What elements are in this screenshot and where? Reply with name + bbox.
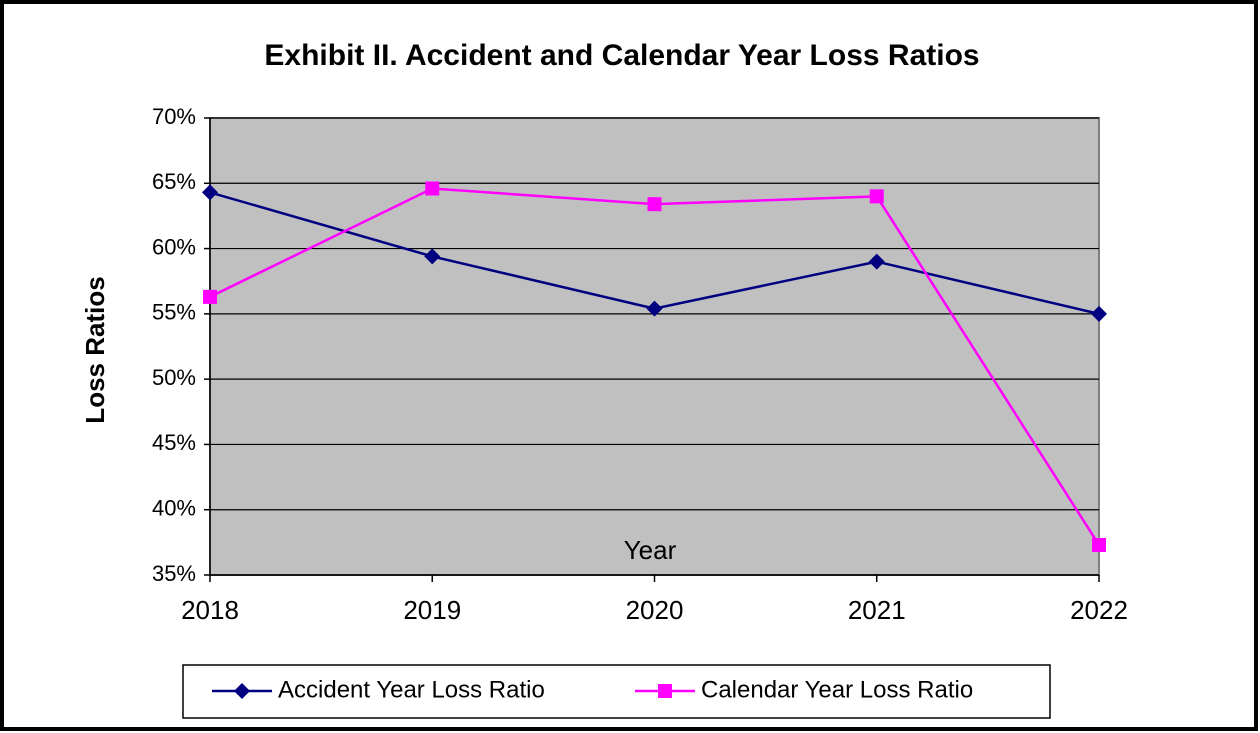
marker (647, 197, 662, 212)
x-tick-label: 2022 (1070, 595, 1128, 625)
marker (658, 684, 672, 698)
x-tick-label: 2018 (181, 595, 239, 625)
y-axis-label: Loss Ratios (80, 276, 110, 423)
marker (425, 181, 440, 196)
y-tick-label: 35% (152, 561, 196, 586)
legend-label: Accident Year Loss Ratio (278, 676, 545, 703)
marker (424, 248, 441, 265)
marker (202, 184, 218, 201)
y-tick-label: 60% (152, 234, 196, 259)
x-tick-label: 2020 (626, 595, 684, 625)
x-tick-label: 2019 (403, 595, 461, 625)
plot-area (209, 117, 1100, 576)
y-tick-label: 40% (152, 496, 196, 521)
y-tick-label: 50% (152, 365, 196, 390)
y-tick-label: 70% (152, 104, 196, 129)
marker (646, 300, 663, 317)
legend-label: Calendar Year Loss Ratio (701, 676, 973, 703)
marker (1092, 537, 1106, 552)
chart-title: Exhibit II. Accident and Calendar Year L… (264, 39, 979, 72)
marker (869, 189, 884, 204)
y-tick-label: 65% (152, 169, 196, 194)
marker (868, 253, 885, 270)
marker (234, 683, 250, 699)
x-tick-label: 2021 (848, 595, 906, 625)
marker (203, 289, 217, 304)
marker (1091, 305, 1107, 322)
x-axis-label: Year (624, 535, 677, 565)
y-tick-label: 55% (152, 300, 196, 325)
y-tick-label: 45% (152, 430, 196, 455)
legend-box (182, 664, 1051, 719)
